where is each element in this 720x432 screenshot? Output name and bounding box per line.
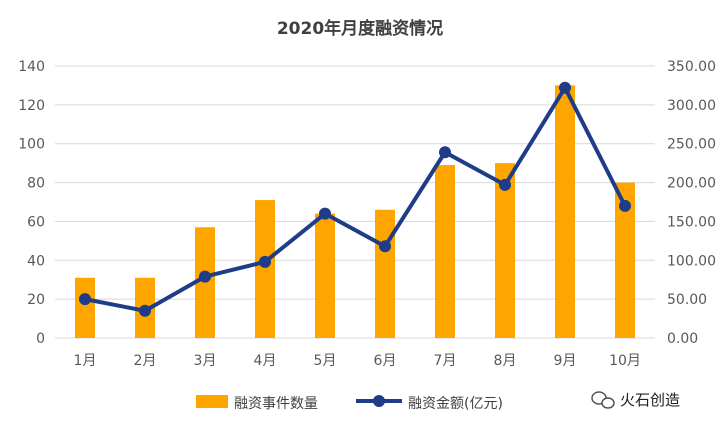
x-axis-tick-label: 10月 [609, 353, 641, 369]
x-axis-tick-label: 3月 [194, 353, 217, 369]
bar [315, 213, 335, 338]
left-axis-tick-label: 100 [18, 137, 45, 153]
legend-bar-swatch [196, 395, 228, 408]
line-point [79, 293, 91, 306]
bar [255, 200, 275, 338]
right-axis-tick-label: 50.00 [667, 292, 707, 308]
bar [495, 163, 515, 338]
right-axis-tick-label: 300.00 [667, 98, 716, 114]
left-axis-tick-label: 40 [27, 253, 45, 269]
line-point [319, 207, 331, 220]
x-axis-tick-label: 5月 [314, 353, 337, 369]
left-axis-tick-label: 20 [27, 292, 45, 308]
right-axis-tick-label: 100.00 [667, 253, 716, 269]
line-point [499, 178, 511, 191]
line-series [79, 81, 631, 317]
legend-line-label: 融资金额(亿元) [408, 396, 503, 412]
line-point [559, 81, 571, 94]
x-axis-tick-label: 8月 [494, 353, 517, 369]
bar [435, 165, 455, 338]
legend-line-marker [373, 395, 385, 407]
x-axis-tick-label: 2月 [134, 353, 157, 369]
legend: 融资事件数量 融资金额(亿元) [196, 395, 503, 412]
x-axis-tick-label: 4月 [254, 353, 277, 369]
bar [195, 227, 215, 338]
right-axis-ticks: 0.00 50.00 100.00 150.00 200.00 250.00 300.00 3… [667, 59, 716, 347]
wechat-logo-icon [591, 391, 615, 409]
line-point [139, 304, 151, 317]
x-axis-tick-label: 7月 [434, 353, 457, 369]
chart-title: 2020年月度融资情况 [277, 18, 443, 39]
legend-bar-label: 融资事件数量 [234, 396, 318, 412]
left-axis-ticks: 0 20 40 60 80 100 120 140 [18, 59, 45, 347]
left-axis-tick-label: 140 [18, 59, 45, 75]
x-axis-ticks: 1月 2月 3月 4月 5月 6月 7月 8月 9月 10月 [74, 353, 641, 369]
line-point [619, 199, 631, 212]
x-axis-tick-label: 6月 [374, 353, 397, 369]
right-axis-tick-label: 0.00 [667, 331, 698, 347]
line-point [259, 255, 271, 268]
bar-series [75, 85, 635, 338]
bar [555, 85, 575, 338]
right-axis-tick-label: 250.00 [667, 137, 716, 153]
x-axis-tick-label: 9月 [554, 353, 577, 369]
line-point [439, 146, 451, 159]
left-axis-tick-label: 80 [27, 176, 45, 192]
right-axis-tick-label: 150.00 [667, 214, 716, 230]
right-axis-tick-label: 350.00 [667, 59, 716, 75]
left-axis-tick-label: 120 [18, 98, 45, 114]
line-point [199, 270, 211, 283]
watermark-text: 火石创造 [620, 391, 680, 409]
bar [615, 182, 635, 338]
left-axis-tick-label: 0 [36, 331, 45, 347]
left-axis-tick-label: 60 [27, 214, 45, 230]
x-axis-tick-label: 1月 [74, 353, 97, 369]
bar [75, 277, 95, 338]
series-line [84, 85, 627, 313]
right-axis-tick-label: 200.00 [667, 176, 716, 192]
line-point [379, 240, 391, 253]
watermark: 火石创造 [591, 391, 680, 409]
bar [375, 209, 395, 338]
